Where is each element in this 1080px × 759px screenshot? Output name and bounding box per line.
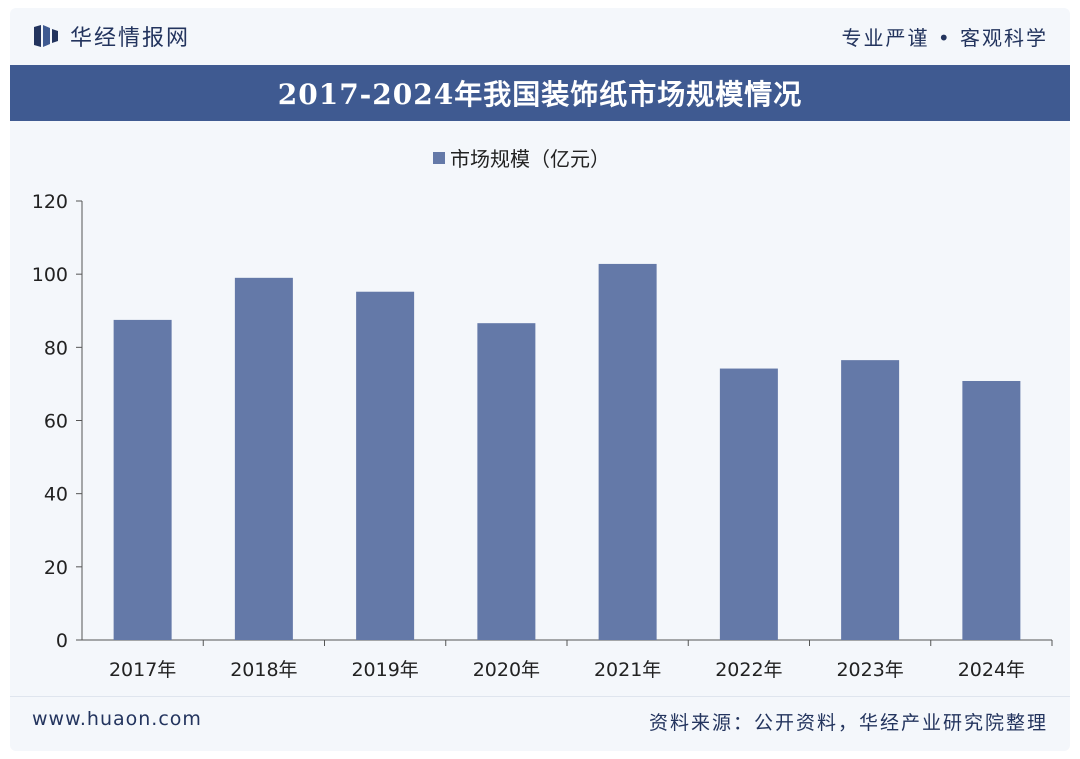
y-tick-label: 120 xyxy=(32,191,68,213)
x-tick-label: 2020年 xyxy=(473,659,540,681)
brand-name: 华经情报网 xyxy=(70,26,191,51)
bar xyxy=(598,263,657,640)
footer-divider xyxy=(10,696,1070,697)
brand-logo-icon xyxy=(34,25,58,47)
y-tick-label: 0 xyxy=(56,630,68,652)
x-tick-label: 2017年 xyxy=(109,659,176,681)
y-tick-label: 40 xyxy=(44,484,68,506)
bar xyxy=(962,380,1021,640)
brand: 华经情报网 xyxy=(32,20,190,52)
footer-source: 资料来源：公开资料，华经产业研究院整理 xyxy=(648,712,1048,734)
top-bar: 华经情报网 专业严谨 • 客观科学 xyxy=(10,8,1070,66)
chart-title: 2017-2024年我国装饰纸市场规模情况 xyxy=(277,78,803,111)
legend-swatch xyxy=(433,152,445,164)
slogan: 专业严谨 • 客观科学 xyxy=(841,26,1048,50)
bar xyxy=(113,319,172,640)
y-tick-label: 100 xyxy=(32,264,68,286)
x-tick-label: 2024年 xyxy=(958,659,1025,681)
legend-label: 市场规模（亿元） xyxy=(450,147,610,171)
y-tick-label: 60 xyxy=(44,411,68,433)
x-tick-label: 2021年 xyxy=(594,659,661,681)
y-tick-label: 20 xyxy=(44,557,68,579)
title-band: 2017-2024年我国装饰纸市场规模情况 xyxy=(10,65,1070,121)
y-tick-label: 80 xyxy=(44,337,68,359)
bar xyxy=(356,291,415,640)
bar xyxy=(719,368,778,640)
bar xyxy=(477,323,536,640)
x-tick-label: 2022年 xyxy=(715,659,782,681)
x-tick-label: 2019年 xyxy=(351,659,418,681)
footer-website: www.huaon.com xyxy=(32,708,202,730)
bar xyxy=(234,277,293,640)
bar xyxy=(841,360,900,640)
x-tick-label: 2023年 xyxy=(836,659,903,681)
x-tick-label: 2018年 xyxy=(230,659,297,681)
